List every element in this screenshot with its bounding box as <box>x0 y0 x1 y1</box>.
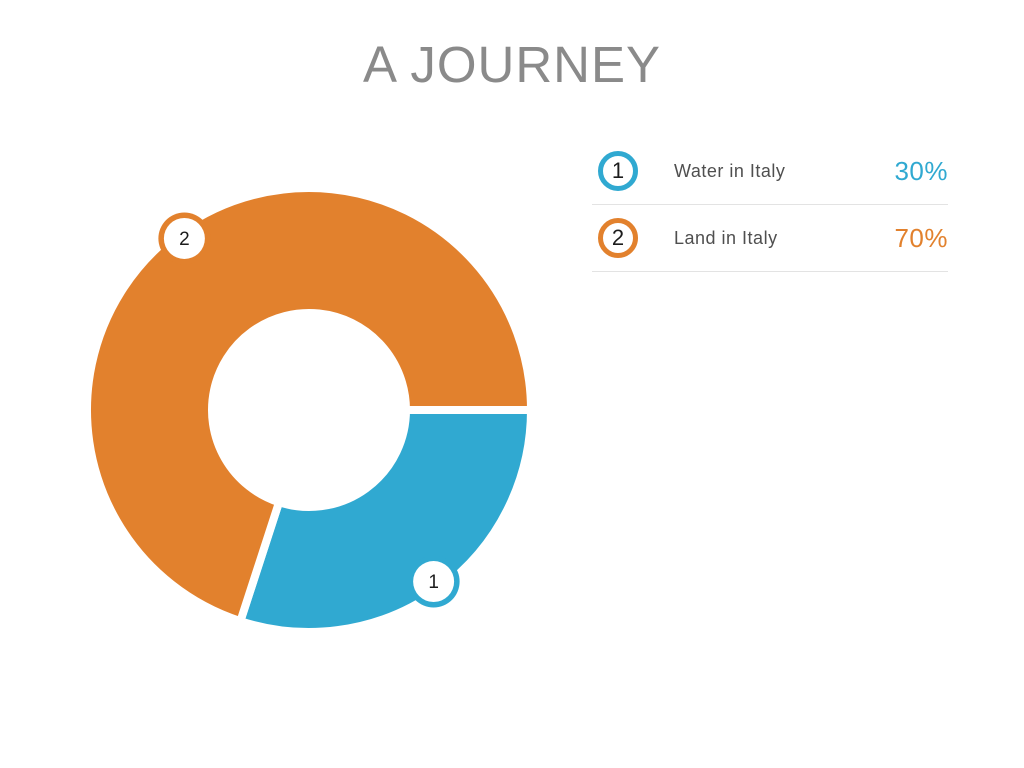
donut-chart: 12 <box>83 184 536 636</box>
donut-slice-1 <box>235 406 536 636</box>
slice-badge-2: 2 <box>158 212 211 265</box>
slice-badge-1: 1 <box>407 555 460 608</box>
slide-title: A JOURNEY <box>362 36 662 93</box>
legend-row-2: 2 Land in Italy 70% <box>592 205 948 272</box>
slice-badge-number: 2 <box>179 229 190 250</box>
donut-slice-2 <box>83 184 536 627</box>
legend-label: Land in Italy <box>674 227 778 248</box>
legend: 1 Water in Italy 30% 2 Land in Italy 70% <box>592 138 948 272</box>
slice-badge-face <box>163 217 205 259</box>
legend-value: 30% <box>894 155 948 186</box>
slice-badge-number: 1 <box>428 572 439 593</box>
legend-label: Water in Italy <box>674 160 786 181</box>
legend-row-1: 1 Water in Italy 30% <box>592 138 948 205</box>
legend-marker-2: 2 <box>598 218 638 258</box>
slice-badge-face <box>413 561 455 603</box>
legend-value: 70% <box>894 222 948 253</box>
legend-marker-1: 1 <box>598 151 638 191</box>
